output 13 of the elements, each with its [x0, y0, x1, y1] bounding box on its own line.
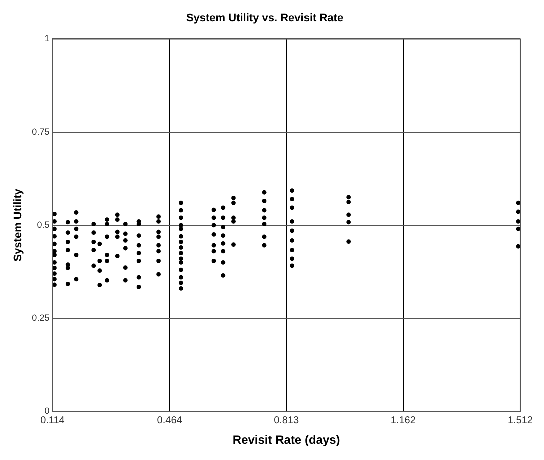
y-tick-label: 0.5 [37, 220, 50, 230]
y-tick-label: 1 [44, 34, 50, 44]
x-axis-title: Revisit Rate (days) [232, 433, 340, 448]
y-axis-title: System Utility [12, 188, 25, 262]
x-tick-label: 0.464 [157, 415, 183, 426]
x-tick-label: 0.114 [40, 415, 66, 426]
y-tick-label: 0.75 [32, 126, 50, 137]
x-tick-label: 1.512 [508, 415, 534, 426]
x-tick-label: 0.813 [274, 415, 300, 426]
chart-title: System Utility vs. Revisit Rate [186, 12, 344, 25]
y-tick-label: 0.25 [32, 312, 50, 323]
y-tick-label: 0 [44, 406, 50, 416]
x-tick-label: 1.162 [390, 415, 416, 426]
